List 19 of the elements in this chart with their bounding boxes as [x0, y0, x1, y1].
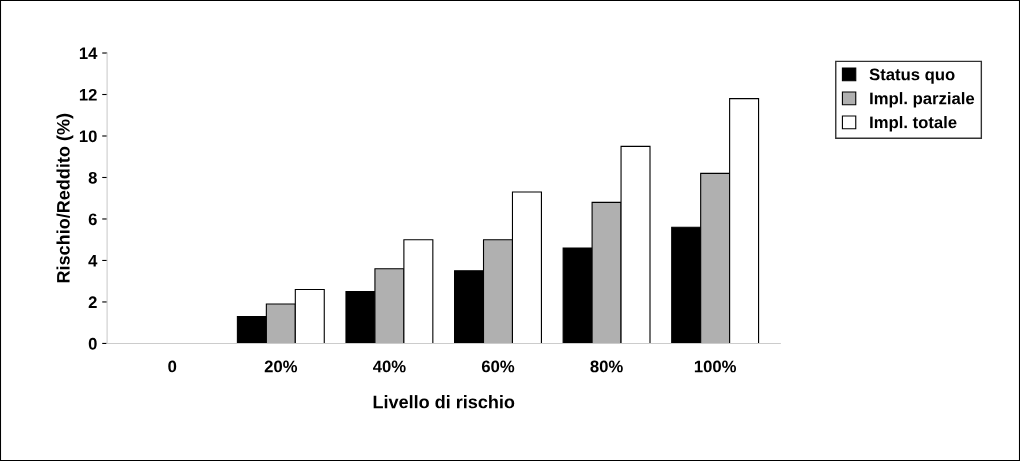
x-tick-label: 80%	[590, 360, 623, 373]
y-axis-title: Rischio/Reddito (%)	[56, 113, 74, 283]
legend-label: Status quo	[869, 68, 955, 84]
x-tick-label: 0	[168, 360, 177, 373]
y-tick-label: 0	[88, 337, 97, 350]
y-tick-label: 6	[88, 213, 97, 226]
y-tick-label: 12	[79, 88, 97, 101]
y-tick-label: 8	[88, 171, 97, 184]
y-tick-label: 10	[79, 130, 97, 143]
y-tick-label: 2	[88, 296, 97, 308]
y-tick-label: 4	[88, 255, 98, 267]
legend-label: Impl. totale	[870, 116, 957, 132]
x-tick-label: 40%	[372, 360, 406, 373]
y-tick-label: 14	[79, 47, 98, 60]
legend-label: Impl. parziale	[870, 92, 975, 108]
x-tick-label: 20%	[264, 360, 298, 373]
x-axis-title: Livello di rischio	[373, 395, 515, 409]
x-tick-label: 100%	[694, 360, 737, 373]
x-tick-label: 60%	[481, 360, 515, 373]
